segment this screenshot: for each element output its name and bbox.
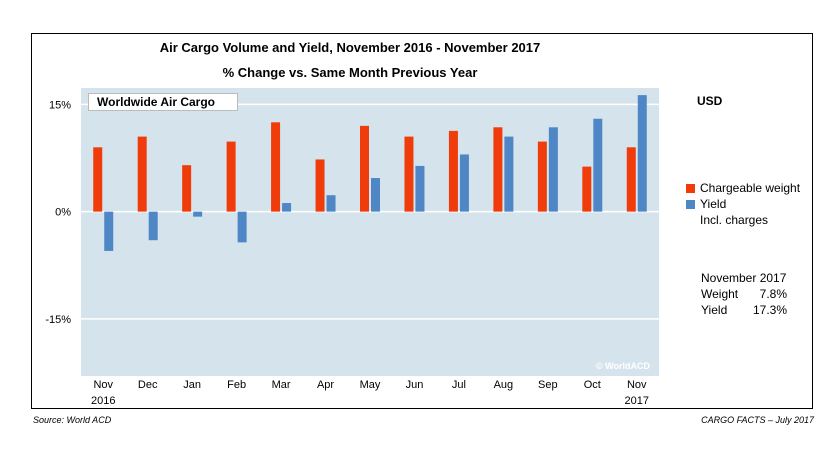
- x-tick-label: May: [360, 379, 381, 391]
- x-tick-label: Sep: [538, 379, 558, 391]
- legend-item-chargeable-weight: Chargeable weight: [686, 180, 800, 196]
- bar-chargeable-weight: [137, 136, 147, 212]
- bar-yield: [326, 195, 336, 212]
- legend-note: Incl. charges: [700, 213, 769, 227]
- y-tick-label: 15%: [49, 99, 71, 111]
- legend-swatch-yield: [686, 199, 695, 209]
- credit-note: CARGO FACTS – July 2017: [701, 415, 814, 425]
- bar-yield: [637, 95, 647, 212]
- bar-chargeable-weight: [226, 141, 236, 212]
- x-tick-label: Feb: [227, 379, 246, 391]
- bar-chargeable-weight: [315, 159, 325, 212]
- x-tick-label: Mar: [272, 379, 291, 391]
- bar-chargeable-weight: [582, 166, 592, 212]
- x-tick-label: Nov: [93, 379, 113, 391]
- legend: Chargeable weight Yield Incl. charges: [686, 180, 800, 228]
- summary-row-yield: Yield 17.3%: [701, 302, 787, 318]
- x-tick-label: Jan: [183, 379, 201, 391]
- bar-chargeable-weight: [626, 147, 636, 212]
- summary-row-weight: Weight 7.8%: [701, 286, 787, 302]
- x-tick-label: Aug: [494, 379, 514, 391]
- bar-yield: [504, 136, 514, 212]
- y-tick-label: 0%: [55, 207, 71, 219]
- bar-chargeable-weight: [537, 141, 547, 212]
- summary-label: Yield: [701, 303, 728, 317]
- summary-value: 7.8%: [759, 287, 787, 301]
- bar-chargeable-weight: [271, 122, 281, 212]
- chart-subtitle: % Change vs. Same Month Previous Year: [222, 65, 478, 80]
- x-tick-year-label: 2017: [625, 395, 649, 407]
- bar-yield: [548, 127, 558, 212]
- chart-title: Air Cargo Volume and Yield, November 201…: [159, 40, 541, 55]
- bar-chargeable-weight: [93, 147, 103, 212]
- y-tick-label: -15%: [45, 314, 71, 326]
- bar-chargeable-weight: [493, 127, 503, 212]
- summary-label: Weight: [701, 287, 739, 301]
- x-tick-year-label: 2016: [91, 395, 115, 407]
- x-tick-label: Apr: [317, 379, 334, 391]
- bar-yield: [104, 211, 114, 251]
- x-tick-label: Oct: [584, 379, 601, 391]
- x-tick-label: Dec: [138, 379, 158, 391]
- summary-value: 17.3%: [752, 303, 787, 317]
- plot-area: [81, 88, 659, 376]
- x-tick-label: Jun: [406, 379, 424, 391]
- legend-swatch-chargeable-weight: [686, 183, 695, 193]
- legend-label-yield: Yield: [700, 197, 727, 211]
- bar-chargeable-weight: [182, 165, 192, 212]
- summary-title: November 2017: [701, 271, 787, 285]
- bar-yield: [371, 178, 380, 212]
- bar-yield: [593, 118, 603, 212]
- bar-yield: [415, 165, 425, 212]
- bar-yield: [148, 211, 158, 241]
- legend-label-chargeable-weight: Chargeable weight: [700, 181, 801, 195]
- summary-box: November 2017 Weight 7.8% Yield 17.3%: [701, 270, 787, 318]
- bar-chargeable-weight: [360, 125, 369, 212]
- bar-yield: [282, 203, 292, 212]
- unit-label: USD: [697, 94, 723, 108]
- watermark: © WorldACD: [596, 361, 650, 371]
- source-note: Source: World ACD: [33, 415, 112, 425]
- panel-label: Worldwide Air Cargo: [88, 93, 238, 111]
- legend-item-yield: Yield: [686, 196, 800, 212]
- x-tick-label: Nov: [627, 379, 647, 391]
- bar-yield: [459, 154, 469, 212]
- bar-yield: [237, 211, 247, 243]
- bar-yield: [193, 211, 203, 217]
- bar-chargeable-weight: [404, 136, 414, 212]
- bar-chargeable-weight: [448, 130, 458, 212]
- x-tick-label: Jul: [452, 379, 466, 391]
